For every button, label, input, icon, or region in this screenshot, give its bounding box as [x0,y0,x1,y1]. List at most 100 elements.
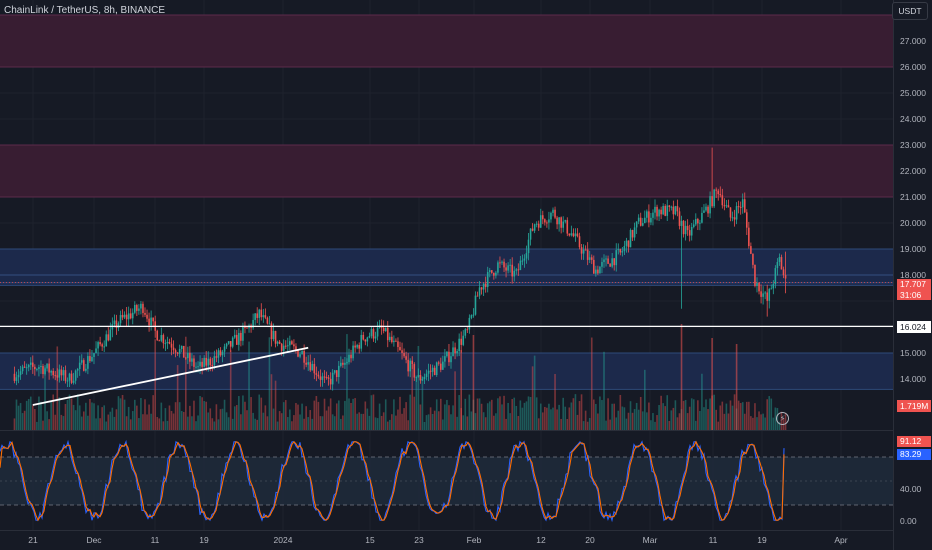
candle-body [419,374,422,381]
volume-bar [64,404,67,430]
volume-bar [168,405,171,430]
candle-body [107,334,110,341]
candle-body [427,370,430,374]
volume-bar [376,418,379,430]
candle-body [680,220,683,226]
volume-bar [80,416,83,430]
volume-bar [223,399,226,430]
candle-body [509,264,511,266]
candle-body [46,363,48,369]
volume-bar [401,413,403,430]
candle-body [491,270,493,273]
volume-bar [115,409,118,430]
volume-bar [717,421,720,430]
volume-bar [121,395,124,430]
candle-body [240,332,242,341]
volume-bar [499,396,501,430]
candle-body [425,373,428,377]
candle-body [187,352,189,359]
volume-bar [544,406,546,430]
volume-bar [134,399,136,430]
candle-body [397,341,399,348]
candle-body [572,233,575,237]
volume-bar [531,366,534,430]
volume-bar [99,418,101,430]
candle-body [229,341,232,347]
volume-bar [501,404,503,430]
candle-body [36,369,38,371]
candle-body [662,205,664,215]
candle-body [203,357,205,367]
volume-bar [131,411,134,430]
volume-bar [766,399,768,430]
stoch-d-line [0,440,785,522]
candle-body [331,372,334,385]
volume-bar [762,413,764,430]
candle-body [686,225,689,231]
volume-bar [566,418,569,430]
volume-bar [491,399,493,430]
drawn-lines[interactable] [0,282,893,406]
last-price-badge: 17.707 [897,279,931,290]
candle-body [199,361,201,367]
candle-body [605,258,607,260]
volume-bar [631,412,634,430]
volume-bar [54,414,57,430]
candle-body [350,354,352,359]
volume-bar [203,401,205,430]
candle-body [258,309,261,318]
candle-body [552,209,554,213]
currency-button[interactable]: USDT [892,2,928,20]
candle-body [515,269,518,271]
volume-bar [721,401,724,430]
candle-body [15,377,18,381]
candle-body [166,341,169,344]
volume-bar [83,411,85,430]
time-tick: 19 [757,535,767,545]
candle-body [284,345,287,347]
volume-bar [570,402,573,430]
candle-body [574,233,577,237]
volume-bar [368,415,371,430]
volume-bar [103,405,105,430]
volume-bar [521,407,524,430]
volume-bar [692,399,695,430]
volume-bar [580,394,583,430]
volume-bar [15,399,18,430]
volume-bar [123,399,126,430]
candle-body [709,196,711,214]
candle-body [44,368,46,375]
volume-bar [707,409,709,430]
candle-body [321,376,324,380]
candle-body [384,327,387,332]
candle-body [656,206,658,217]
volume-bar [44,367,46,430]
candle-body [739,206,742,208]
volume-bar [52,394,54,430]
candle-body [282,345,285,351]
lightning-icon[interactable]: ⚡ [776,412,789,425]
volume-bar [21,413,24,430]
price-tick: 15.000 [900,348,926,358]
volume-bar [423,421,426,430]
volume-bar [36,421,38,430]
candle-body [580,247,583,254]
candle-body [91,356,93,362]
volume-bar [389,419,391,430]
symbol-title[interactable]: ChainLink / TetherUS, 8h, BINANCE [4,5,166,16]
candle-body [317,374,320,377]
volume-bar [191,416,193,430]
volume-bar [427,414,430,430]
volume-bar [664,406,666,430]
candle-body [197,366,199,368]
candle-body [174,350,177,353]
volume-bar [556,409,558,430]
candle-body [391,336,393,343]
candle-body [254,313,256,320]
volume-bar [770,398,773,430]
volume-bar [568,407,571,430]
volume-bar [644,369,646,430]
candle-body [778,257,781,263]
volume-bar [727,413,730,430]
